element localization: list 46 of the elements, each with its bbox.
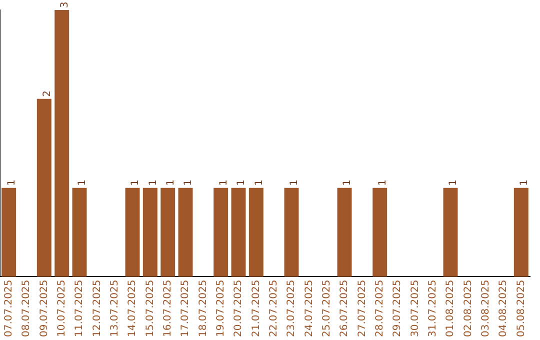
x-tick-label: 22.07.2025 <box>268 280 280 338</box>
x-tick-label: 16.07.2025 <box>162 280 174 338</box>
x-tick-label: 25.07.2025 <box>321 280 332 338</box>
data-label: 1 <box>518 179 530 186</box>
x-tick-label: 31.07.2025 <box>427 280 438 338</box>
data-label: 2 <box>42 90 53 97</box>
x-tick-label: 08.07.2025 <box>21 280 32 338</box>
data-label: 1 <box>377 179 388 186</box>
x-tick-label: 24.07.2025 <box>304 280 315 338</box>
data-label: 1 <box>448 179 460 186</box>
x-tick-label: 05.08.2025 <box>516 280 527 338</box>
x-tick-label: 07.07.2025 <box>3 280 14 338</box>
x-tick-label: 13.07.2025 <box>109 280 120 338</box>
x-tick-label: 28.07.2025 <box>374 280 386 338</box>
data-label: 1 <box>218 179 230 186</box>
data-label: 1 <box>165 179 176 186</box>
x-tick-label: 09.07.2025 <box>38 280 50 338</box>
x-tick-label: 26.07.2025 <box>339 280 350 338</box>
data-label: 1 <box>289 179 300 186</box>
data-label: 1 <box>6 179 18 186</box>
data-label: 1 <box>183 179 194 186</box>
x-tick-label: 02.08.2025 <box>462 280 474 338</box>
x-tick-label: 03.08.2025 <box>480 280 492 338</box>
x-tick-label: 04.08.2025 <box>498 280 510 338</box>
data-label: 1 <box>254 179 265 186</box>
x-tick-label: 14.07.2025 <box>127 280 138 338</box>
x-tick-label: 23.07.2025 <box>286 280 298 338</box>
data-label: 3 <box>59 2 70 8</box>
x-tick-label: 11.07.2025 <box>74 280 86 338</box>
x-tick-label: 29.07.2025 <box>392 280 404 338</box>
x-tick-label: 19.07.2025 <box>215 280 226 338</box>
data-label: 1 <box>77 179 88 186</box>
x-tick-label: 12.07.2025 <box>92 280 103 338</box>
x-tick-label: 10.07.2025 <box>56 280 68 338</box>
x-tick-label: 21.07.2025 <box>250 280 262 338</box>
data-label: 1 <box>236 179 248 186</box>
x-tick-label: 27.07.2025 <box>356 280 368 338</box>
x-tick-label: 18.07.2025 <box>198 280 209 338</box>
data-label: 1 <box>130 179 142 186</box>
data-label: 1 <box>148 179 159 186</box>
x-tick-label: 20.07.2025 <box>233 280 244 338</box>
x-tick-label: 17.07.2025 <box>180 280 192 338</box>
x-tick-label: 30.07.2025 <box>410 280 421 338</box>
x-tick-label: 15.07.2025 <box>144 280 156 338</box>
x-tick-label: 01.08.2025 <box>445 280 456 338</box>
data-label: 1 <box>342 179 354 186</box>
